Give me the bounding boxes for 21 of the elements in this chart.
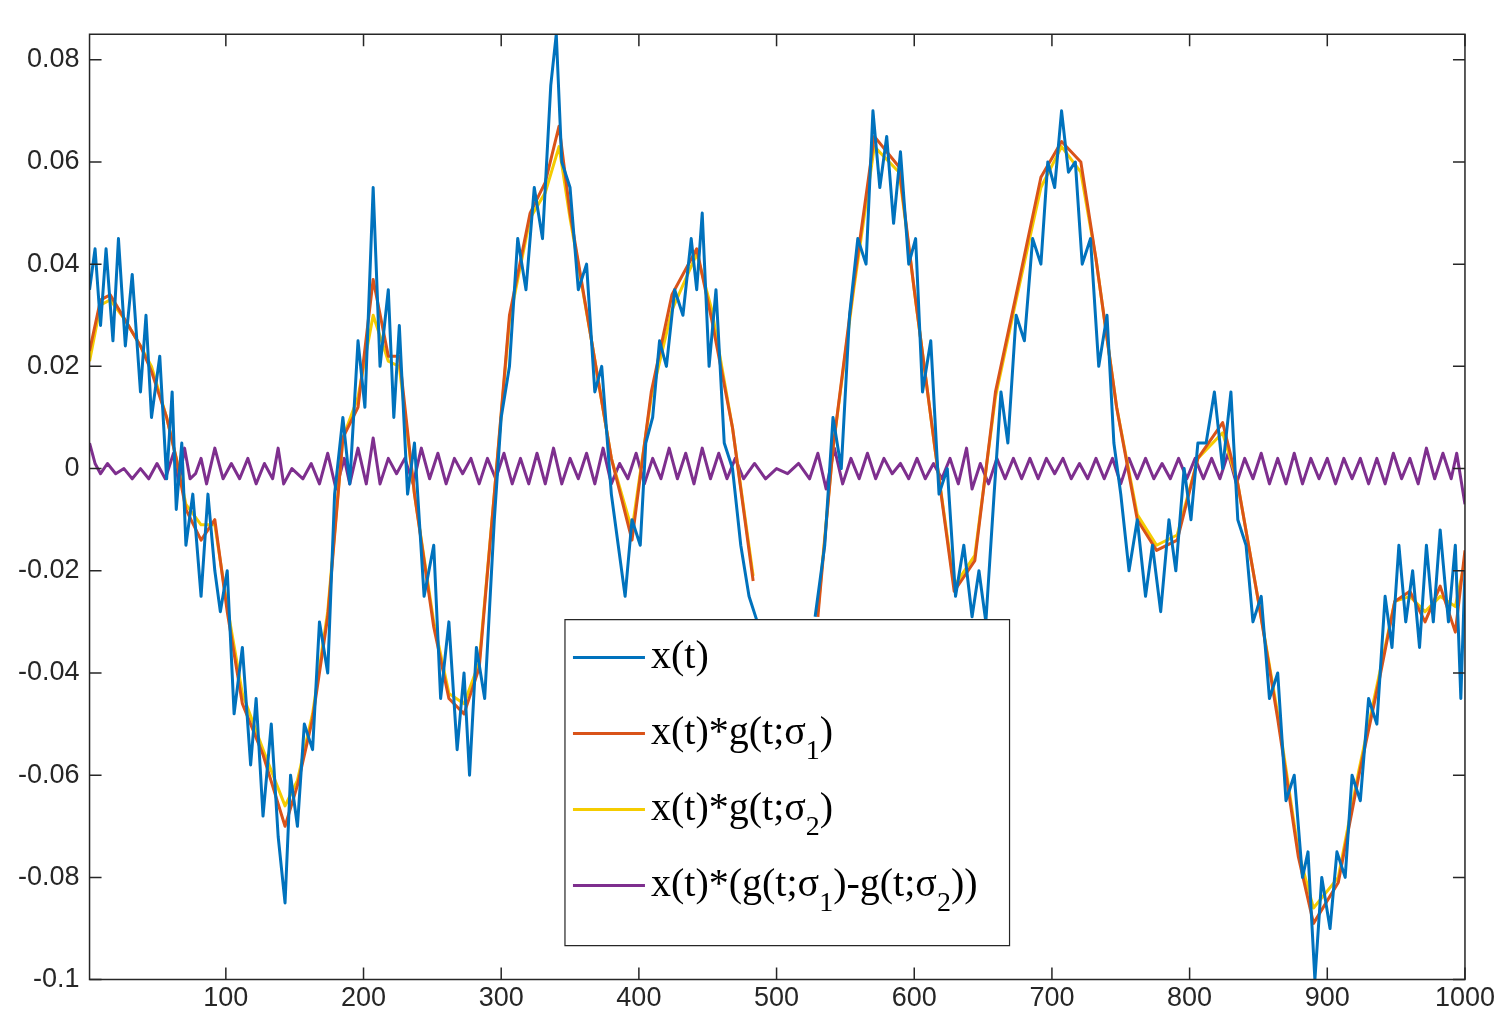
x-tick-label: 1000: [1434, 982, 1496, 1013]
y-tick-label: 0.08: [26, 43, 80, 74]
x-tick-label: 500: [754, 982, 800, 1013]
y-tick-label: 0.04: [26, 247, 80, 278]
x-tick-label: 400: [616, 982, 662, 1013]
x-tick-label: 600: [891, 982, 937, 1013]
x-tick-label: 800: [1167, 982, 1213, 1013]
y-tick-label: -0.1: [33, 963, 80, 994]
x-tick-label: 300: [478, 982, 524, 1013]
y-tick-label: 0: [64, 452, 80, 483]
x-tick-label: 700: [1029, 982, 1075, 1013]
x-tick-label: 100: [203, 982, 249, 1013]
y-tick-label: -0.06: [17, 758, 80, 789]
y-tick-label: -0.02: [17, 554, 80, 585]
x-tick-label: 900: [1304, 982, 1350, 1013]
y-tick-label: -0.08: [17, 860, 80, 891]
x-tick-label: 200: [340, 982, 387, 1013]
legend-label: x(t): [650, 632, 709, 678]
y-tick-label: -0.04: [17, 656, 80, 687]
y-tick-label: 0.02: [26, 349, 80, 380]
y-tick-label: 0.06: [26, 145, 80, 176]
